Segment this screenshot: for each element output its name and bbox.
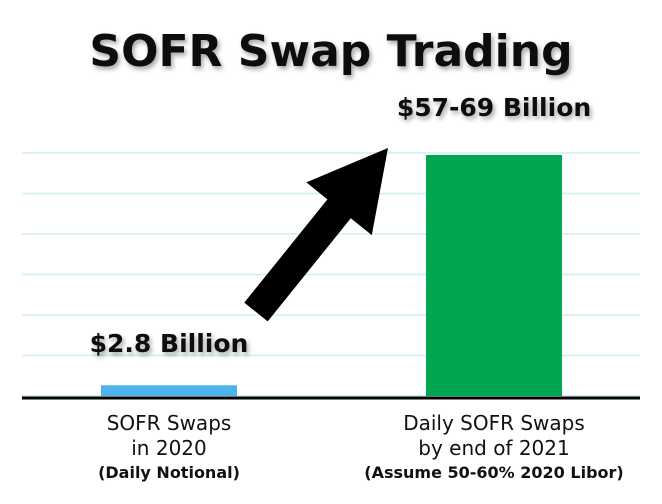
value-label-2021: $57-69 Billion xyxy=(397,93,591,122)
category-2021-line2: by end of 2021 xyxy=(418,436,569,460)
bar-sofr-swaps-2020 xyxy=(101,385,237,396)
category-2020-line1: SOFR Swaps xyxy=(107,411,232,435)
chart-title: SOFR Swap Trading xyxy=(89,26,572,77)
category-2021-note: (Assume 50-60% 2020 Libor) xyxy=(364,463,623,482)
category-2020-line2: in 2020 xyxy=(131,436,207,460)
category-2021-line1: Daily SOFR Swaps xyxy=(403,411,585,435)
bar-daily-sofr-swaps-2021 xyxy=(426,154,562,396)
trend-arrow xyxy=(244,148,388,322)
category-2020-note: (Daily Notional) xyxy=(98,463,240,482)
value-labels: $2.8 Billion $57-69 Billion xyxy=(90,93,592,358)
category-labels: SOFR Swaps in 2020 (Daily Notional) Dail… xyxy=(98,411,624,482)
bars xyxy=(101,154,562,396)
value-label-2020: $2.8 Billion xyxy=(90,329,249,358)
